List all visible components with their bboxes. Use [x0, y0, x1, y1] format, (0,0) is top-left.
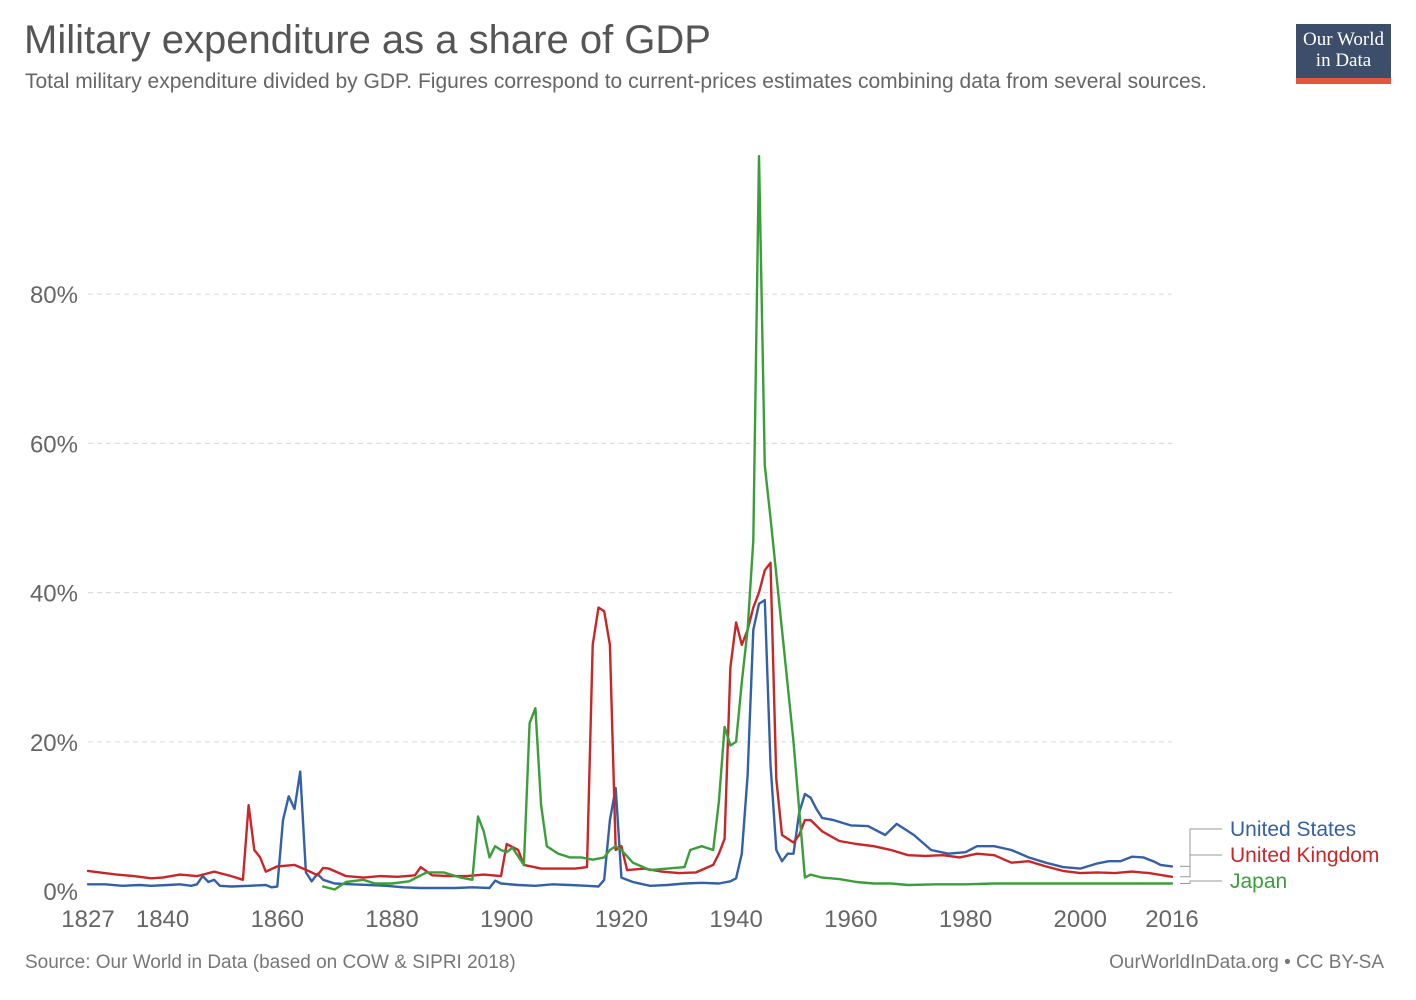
x-tick-label: 1827	[61, 906, 114, 933]
legend-label-united-states: United States	[1230, 818, 1356, 841]
x-tick-label: 1900	[480, 906, 533, 933]
x-tick-label: 1880	[365, 906, 418, 933]
legend-connector-united-kingdom	[1180, 854, 1222, 878]
y-tick-label: 40%	[30, 581, 78, 608]
y-tick-label: 80%	[30, 282, 78, 309]
x-tick-label: 1940	[709, 906, 762, 933]
series-line-japan	[322, 155, 1174, 891]
y-axis: 0% 20% 40% 60% 80%	[30, 282, 78, 906]
legend-label-japan: Japan	[1230, 870, 1287, 893]
series-lines	[86, 155, 1174, 891]
x-tick-label: 2000	[1054, 906, 1107, 933]
x-tick-label: 1860	[251, 906, 304, 933]
series-line-united-kingdom	[86, 561, 1174, 881]
x-tick-label: 1960	[824, 906, 877, 933]
chart-title: Military expenditure as a share of GDP	[24, 18, 711, 62]
x-tick-label: 1920	[595, 906, 648, 933]
gridlines	[88, 293, 1172, 743]
logo-line-2: in Data	[1315, 50, 1372, 71]
x-axis: 1827 1840 1860 1880 1900 1920 1940 1960 1980 2000…	[61, 906, 1198, 933]
x-tick-label: 1980	[939, 906, 992, 933]
legend: United States United Kingdom Japan	[1180, 818, 1379, 893]
legend-connector-united-states	[1180, 828, 1222, 867]
legend-label-united-kingdom: United Kingdom	[1230, 844, 1379, 867]
x-tick-label: 1840	[136, 906, 189, 933]
y-tick-label: 0%	[43, 879, 78, 906]
license-note[interactable]: OurWorldInData.org • CC BY-SA	[1109, 952, 1384, 973]
chart-subtitle: Total military expenditure divided by GD…	[25, 70, 1207, 93]
series-line-united-states	[86, 598, 1174, 890]
logo-line-1: Our World	[1303, 29, 1384, 50]
x-tick-label: 2016	[1145, 906, 1198, 933]
legend-connector-japan	[1180, 880, 1222, 884]
y-tick-label: 60%	[30, 431, 78, 458]
source-note: Source: Our World in Data (based on COW …	[25, 952, 516, 973]
y-tick-label: 20%	[30, 730, 78, 757]
owid-logo[interactable]: Our World in Data	[1296, 24, 1391, 84]
